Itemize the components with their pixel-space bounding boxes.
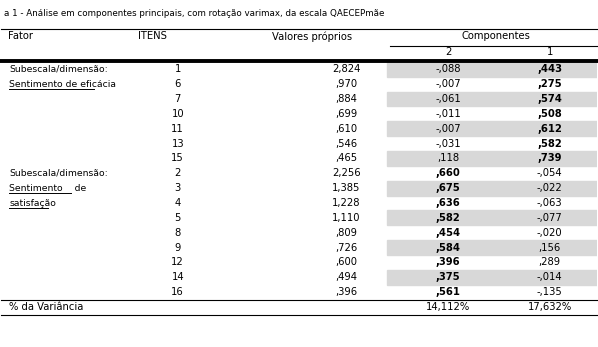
Text: -,063: -,063	[537, 198, 562, 208]
Text: -,031: -,031	[435, 138, 461, 149]
Text: ,675: ,675	[436, 183, 460, 193]
Text: 3: 3	[175, 183, 181, 193]
Text: ,739: ,739	[538, 153, 562, 163]
Text: ,726: ,726	[335, 243, 358, 253]
Text: 5: 5	[175, 213, 181, 223]
Text: 6: 6	[175, 79, 181, 89]
Text: ,396: ,396	[436, 257, 460, 268]
Text: ,546: ,546	[335, 138, 358, 149]
Text: ,494: ,494	[335, 272, 358, 282]
Bar	[388, 181, 598, 196]
Text: Componentes: Componentes	[462, 31, 530, 41]
Text: -,020: -,020	[537, 228, 562, 238]
Text: Fator: Fator	[8, 31, 33, 41]
Text: Sentimento    de: Sentimento de	[9, 184, 86, 193]
Text: ,289: ,289	[539, 257, 561, 268]
Text: ,465: ,465	[335, 153, 358, 163]
Text: ,396: ,396	[335, 287, 358, 297]
Text: -,088: -,088	[435, 64, 461, 74]
Text: 1: 1	[175, 64, 181, 74]
Text: ITENS: ITENS	[138, 31, 167, 41]
Text: 17,632%: 17,632%	[527, 302, 572, 312]
Text: 12: 12	[172, 257, 184, 268]
Text: -,022: -,022	[536, 183, 563, 193]
Text: 9: 9	[175, 243, 181, 253]
Text: ,584: ,584	[436, 243, 460, 253]
Text: % da Variância: % da Variância	[9, 302, 84, 312]
Text: -,011: -,011	[435, 109, 461, 119]
Text: 16: 16	[172, 287, 184, 297]
Text: -,061: -,061	[435, 94, 461, 104]
Text: Valores próprios: Valores próprios	[272, 31, 352, 42]
Text: 8: 8	[175, 228, 181, 238]
Text: ,454: ,454	[435, 228, 460, 238]
Text: -,054: -,054	[537, 168, 562, 178]
Text: 1,228: 1,228	[332, 198, 361, 208]
Text: 1,110: 1,110	[332, 213, 361, 223]
Text: ,574: ,574	[537, 94, 562, 104]
Text: -,007: -,007	[435, 79, 461, 89]
Bar	[388, 240, 598, 255]
Text: ,443: ,443	[537, 64, 562, 74]
Bar	[388, 62, 598, 77]
Bar	[388, 92, 598, 107]
Text: ,970: ,970	[335, 79, 358, 89]
Text: ,375: ,375	[436, 272, 460, 282]
Text: ,809: ,809	[335, 228, 358, 238]
Text: a 1 - Análise em componentes principais, com rotação varimax, da escala QAECEPmã: a 1 - Análise em componentes principais,…	[4, 9, 384, 18]
Text: 1,385: 1,385	[332, 183, 361, 193]
Text: 2,256: 2,256	[332, 168, 361, 178]
Text: ,699: ,699	[335, 109, 358, 119]
Text: ,156: ,156	[538, 243, 561, 253]
Bar	[388, 270, 598, 285]
Text: 2: 2	[445, 46, 451, 57]
Text: 2: 2	[175, 168, 181, 178]
Text: ,118: ,118	[437, 153, 459, 163]
Text: 1: 1	[547, 46, 553, 57]
Text: 11: 11	[172, 124, 184, 134]
Text: 10: 10	[172, 109, 184, 119]
Text: -,007: -,007	[435, 124, 461, 134]
Bar	[388, 121, 598, 136]
Text: -,077: -,077	[536, 213, 563, 223]
Text: 14: 14	[172, 272, 184, 282]
Text: ,636: ,636	[436, 198, 460, 208]
Text: Subescala/dimensão:: Subescala/dimensão:	[9, 65, 108, 74]
Text: 4: 4	[175, 198, 181, 208]
Text: ,660: ,660	[436, 168, 460, 178]
Text: ,610: ,610	[335, 124, 358, 134]
Text: ,600: ,600	[335, 257, 358, 268]
Text: 13: 13	[172, 138, 184, 149]
Text: 14,112%: 14,112%	[426, 302, 470, 312]
Text: Sentimento de eficácia: Sentimento de eficácia	[9, 80, 116, 89]
Text: 7: 7	[175, 94, 181, 104]
Text: Subescala/dimensão:: Subescala/dimensão:	[9, 169, 108, 178]
Text: 2,824: 2,824	[332, 64, 361, 74]
Text: ,561: ,561	[436, 287, 460, 297]
Bar	[388, 211, 598, 225]
Text: ,508: ,508	[537, 109, 562, 119]
Bar	[388, 151, 598, 166]
Text: ,582: ,582	[436, 213, 460, 223]
Text: -,014: -,014	[537, 272, 562, 282]
Text: ,612: ,612	[537, 124, 562, 134]
Text: -,135: -,135	[536, 287, 563, 297]
Text: satisfação: satisfação	[9, 198, 56, 208]
Text: ,275: ,275	[537, 79, 562, 89]
Text: ,582: ,582	[537, 138, 562, 149]
Text: ,884: ,884	[335, 94, 358, 104]
Text: 15: 15	[172, 153, 184, 163]
